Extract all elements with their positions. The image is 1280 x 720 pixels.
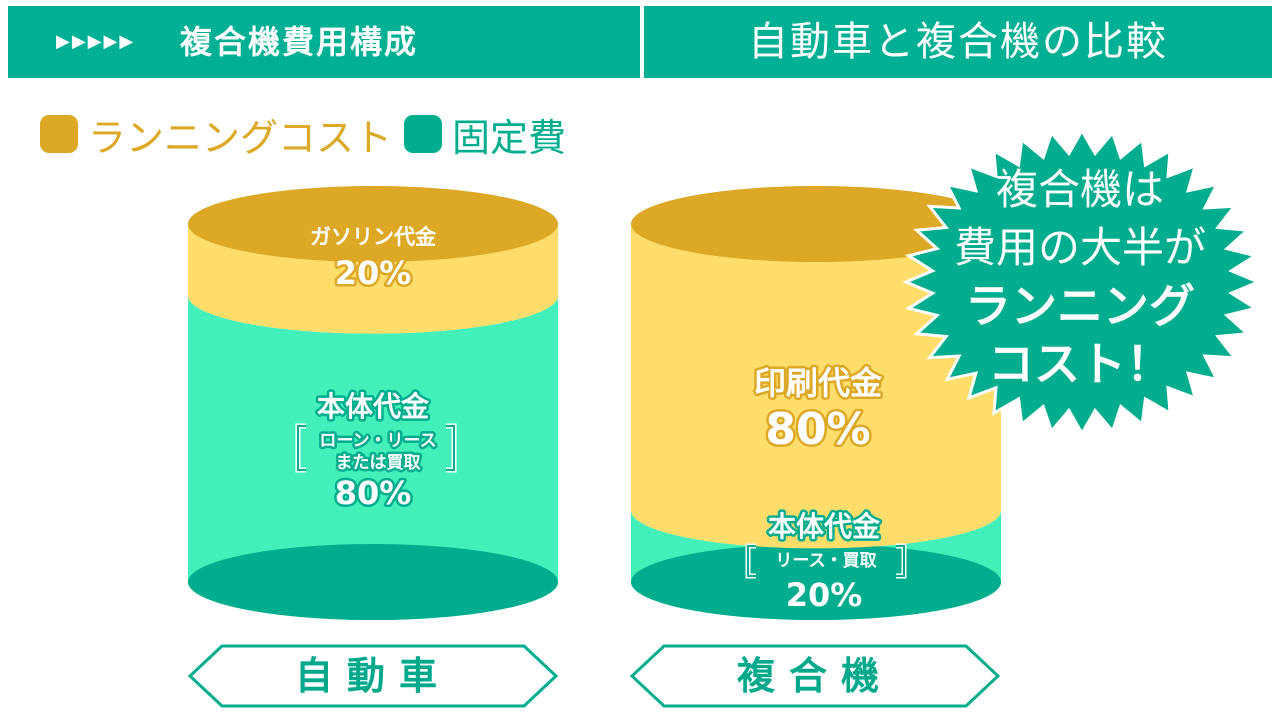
category-label-car: 自動車 [294, 654, 451, 698]
mfp-fixed-item-label: 本体代金 [768, 510, 881, 543]
fixed-cost-legend-label: 固定費 [452, 115, 567, 160]
callout-line-4: コスト！ [988, 337, 1172, 391]
section-title: 複合機費用構成 [180, 23, 419, 61]
mfp-running-value-label: 80% [765, 404, 870, 455]
running-cost-swatch [40, 115, 78, 153]
fixed-cost-swatch [404, 115, 443, 153]
mfp-fixed-sub-label: リース・買取 [775, 551, 876, 571]
car-fixed-sub-label-2: または買取 [336, 453, 421, 473]
car-fixed-cost-segment [188, 295, 558, 620]
callout-line-2: 費用の大半が [954, 223, 1206, 272]
car-bracket-left [297, 425, 306, 471]
mfp-cylinder-top [631, 186, 1001, 262]
comparison-title: 自動車と複合機の比較 [644, 6, 1272, 78]
running-cost-legend-label: ランニングコスト [88, 115, 393, 160]
mfp-fixed-value-label: 20% [786, 576, 863, 614]
mfp-bracket-left [747, 545, 756, 577]
category-label-mfp: 複合機 [736, 654, 893, 698]
car-cylinder-base [188, 544, 558, 620]
callout-line-3: ランニング [965, 279, 1195, 333]
mfp-running-item-label: 印刷代金 [754, 364, 883, 402]
car-running-value-label: 20% [335, 254, 412, 292]
mfp-running-cost-segment [631, 224, 1001, 549]
legend: ランニングコスト 固定費 [40, 110, 578, 160]
car-running-item-label: ガソリン代金 [310, 225, 437, 249]
mfp-bracket-right [896, 545, 905, 577]
section-header: ▶▶▶▶▶ 複合機費用構成 [8, 6, 640, 78]
callout-line-1: 複合機は [996, 165, 1164, 214]
car-fixed-value-label: 80% [335, 474, 412, 512]
mfp-cylinder-base [631, 544, 1001, 620]
starburst-shape [902, 127, 1262, 437]
car-fixed-sub-label-1: ローン・リース [319, 431, 436, 451]
car-cylinder-top [188, 186, 558, 262]
car-fixed-item-label: 本体代金 [317, 390, 430, 423]
car-bracket-right [446, 425, 455, 471]
arrows-icon: ▶▶▶▶▶ [56, 31, 136, 52]
